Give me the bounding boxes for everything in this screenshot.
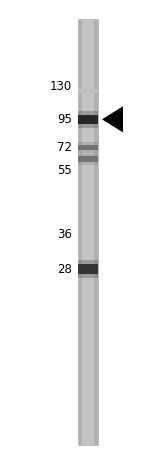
Bar bbox=[78, 156, 98, 162]
Bar bbox=[78, 154, 98, 165]
Bar bbox=[78, 89, 98, 93]
Bar bbox=[78, 264, 98, 274]
Bar bbox=[78, 142, 98, 153]
Text: 55: 55 bbox=[57, 164, 72, 177]
Text: 95: 95 bbox=[57, 113, 72, 126]
Bar bbox=[81, 19, 94, 445]
Bar bbox=[78, 19, 98, 445]
Text: 36: 36 bbox=[57, 227, 72, 241]
Text: 28: 28 bbox=[57, 263, 72, 276]
Polygon shape bbox=[102, 106, 123, 132]
Bar bbox=[78, 111, 98, 128]
Bar bbox=[78, 145, 98, 150]
Text: 72: 72 bbox=[57, 141, 72, 154]
Bar bbox=[78, 260, 98, 278]
Text: 130: 130 bbox=[50, 80, 72, 93]
Bar bbox=[78, 115, 98, 124]
